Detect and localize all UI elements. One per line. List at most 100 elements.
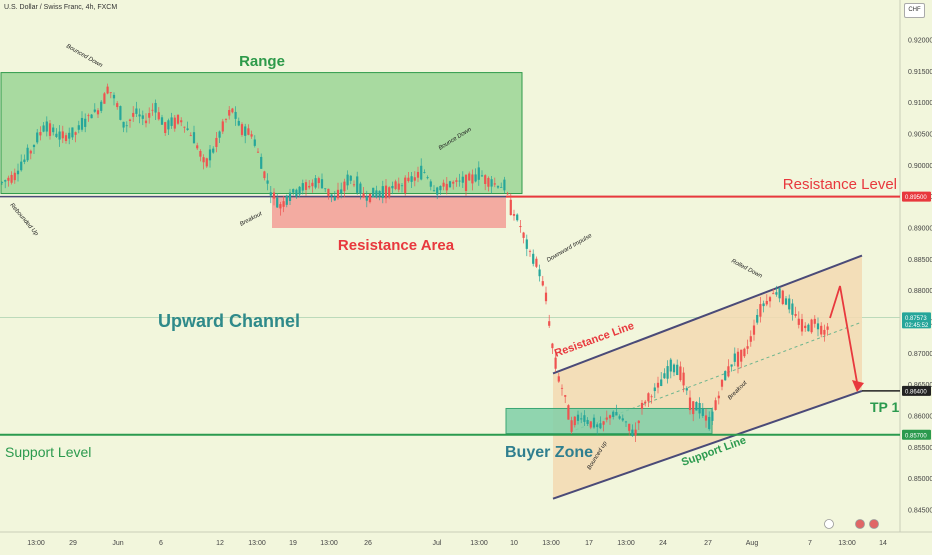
resistance-price-badge-bg xyxy=(902,191,931,202)
candle-body xyxy=(314,178,317,188)
y-tick-label: 0.85500 xyxy=(908,445,932,452)
candle-body xyxy=(522,232,525,238)
candle-body xyxy=(106,86,109,94)
candle-body xyxy=(247,128,250,135)
candle-body xyxy=(541,281,544,286)
channel-lower-line xyxy=(552,389,863,500)
candle-body xyxy=(164,122,167,134)
candle-body xyxy=(23,159,26,162)
candle-body xyxy=(253,139,256,146)
projection-path xyxy=(829,285,859,389)
candle-body xyxy=(807,324,810,332)
candle-body xyxy=(119,106,122,120)
candle-body xyxy=(244,126,247,136)
candle-body xyxy=(93,109,96,112)
candle-body xyxy=(794,314,797,316)
x-tick-label: 14 xyxy=(879,540,887,547)
candle-body xyxy=(448,181,452,188)
upward-channel-label: Upward Channel xyxy=(158,311,300,331)
candle-body xyxy=(647,393,650,402)
candle-body xyxy=(461,176,464,183)
chart-title: U.S. Dollar / Swiss Franc, 4h, FXCM xyxy=(4,4,118,11)
candle-body xyxy=(128,119,132,121)
candle-body xyxy=(349,175,352,181)
candle-body xyxy=(676,364,679,376)
candle-body xyxy=(36,132,39,143)
x-tick-label: 13:00 xyxy=(470,540,488,547)
candle-body xyxy=(231,108,234,113)
candle-body xyxy=(407,177,410,182)
candle-body xyxy=(416,171,420,178)
channel-mid-line xyxy=(569,321,863,433)
candle-body xyxy=(100,101,103,111)
candles xyxy=(0,83,829,442)
candle-body xyxy=(730,364,733,367)
candle-body xyxy=(240,124,244,135)
candle-body xyxy=(282,201,285,207)
candle-body xyxy=(7,177,10,181)
candle-body xyxy=(103,93,106,104)
candle-body xyxy=(413,177,416,181)
x-tick-label: 13:00 xyxy=(542,540,560,547)
candle-body xyxy=(58,131,61,140)
candle-body xyxy=(666,366,669,379)
candle-body xyxy=(804,325,807,329)
y-tick-label: 0.92000 xyxy=(908,38,932,45)
candle-body xyxy=(388,187,391,197)
candle-body xyxy=(381,186,384,199)
candle-body xyxy=(4,180,7,182)
candle-body xyxy=(324,188,327,190)
candle-body xyxy=(640,402,644,409)
projection-arrowhead xyxy=(852,380,864,392)
current-price-badge-bg xyxy=(902,312,931,329)
candle-body xyxy=(724,371,727,381)
candle-body xyxy=(365,196,368,201)
candle-body xyxy=(199,151,202,157)
candle-body xyxy=(196,145,199,149)
y-tick-label: 0.84500 xyxy=(908,508,932,515)
candle-body xyxy=(813,318,816,324)
candle-body xyxy=(781,290,784,305)
candle-body xyxy=(384,185,388,199)
candle-body xyxy=(292,189,295,193)
candle-body xyxy=(295,189,298,197)
candle-body xyxy=(506,193,509,195)
candle-body xyxy=(71,127,74,138)
x-tick-label: 13:00 xyxy=(838,540,856,547)
candle-body xyxy=(32,144,36,148)
candle-body xyxy=(343,181,346,192)
candle-body xyxy=(308,185,311,188)
candle-body xyxy=(116,103,119,108)
candle-body xyxy=(87,115,90,117)
candle-body xyxy=(701,408,704,416)
currency-badge[interactable]: CHF xyxy=(904,3,925,18)
candle-body xyxy=(765,300,768,305)
x-tick-label: 19 xyxy=(289,540,297,547)
candle-body xyxy=(298,186,301,195)
candle-body xyxy=(429,181,432,187)
candle-body xyxy=(797,318,800,325)
candle-body xyxy=(490,179,493,187)
candle-body xyxy=(672,364,676,373)
candle-body xyxy=(228,110,231,116)
candle-body xyxy=(176,114,180,124)
candle-body xyxy=(634,429,637,436)
candle-body xyxy=(362,193,365,198)
candle-body xyxy=(285,195,288,205)
candle-body xyxy=(791,303,794,315)
candle-body xyxy=(359,183,362,195)
candle-body xyxy=(557,376,560,382)
support-level-label: Support Level xyxy=(5,444,91,460)
candle-body xyxy=(151,109,154,111)
candle-body xyxy=(327,188,330,196)
candle-body xyxy=(135,108,138,114)
candle-body xyxy=(685,388,688,391)
candle-body xyxy=(644,401,647,404)
candle-body xyxy=(272,192,276,199)
candle-body xyxy=(746,346,749,349)
y-tick-label: 0.86000 xyxy=(908,414,932,421)
candle-body xyxy=(714,400,717,410)
candle-body xyxy=(64,135,68,142)
candle-body xyxy=(586,419,589,424)
